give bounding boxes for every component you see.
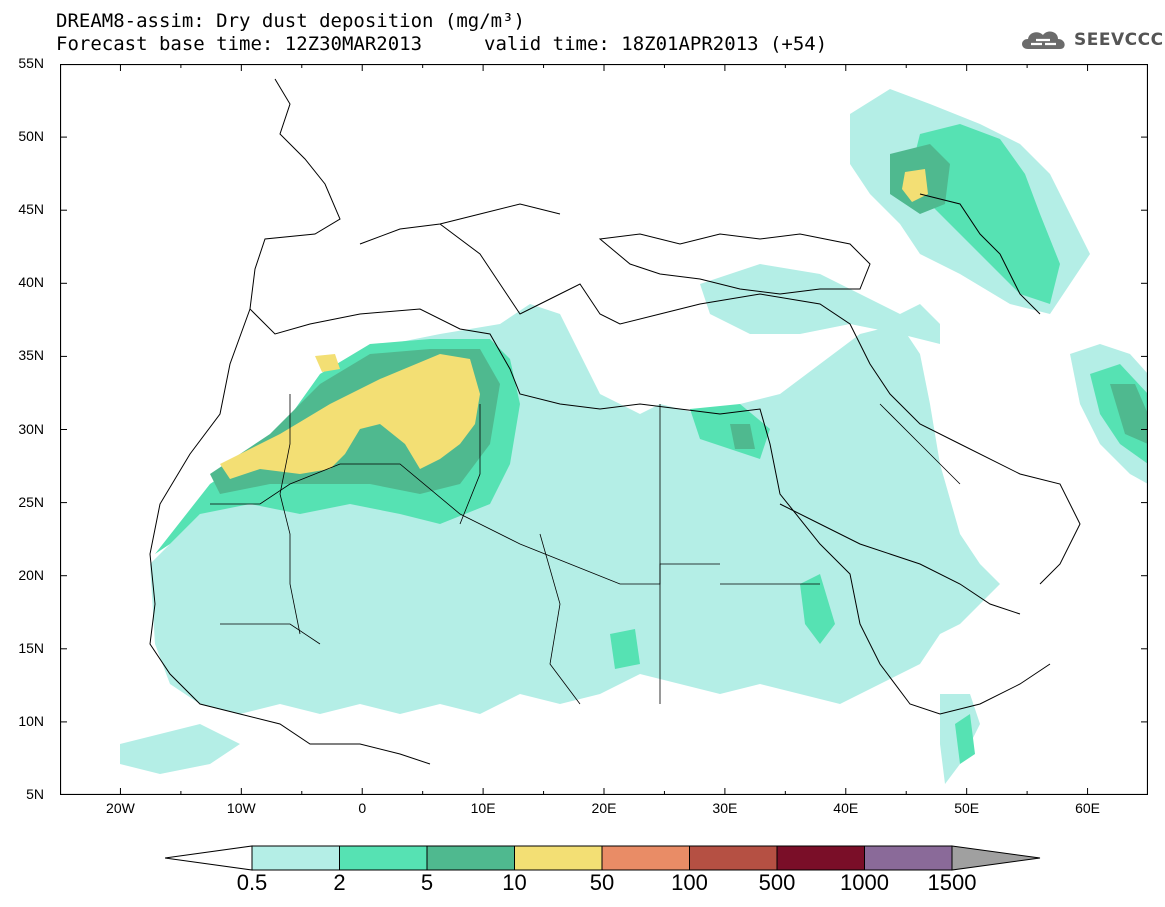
lon-label: 30E <box>712 800 738 816</box>
lat-label: 30N <box>18 420 44 437</box>
colorbar-box <box>776 845 865 871</box>
valid-time: valid time: 18Z01APR2013 (+54) <box>484 33 828 55</box>
map-title: DREAM8-assim: Dry dust deposition (mg/m³… <box>56 10 525 32</box>
colorbar-label: 10 <box>502 870 527 895</box>
lat-label: 5N <box>26 786 44 802</box>
colorbar-right-arrow <box>951 845 1041 871</box>
coastlines <box>149 78 1081 765</box>
colorbar <box>165 845 1041 871</box>
forecast-base-time: Forecast base time: 12Z30MAR2013 <box>56 33 423 55</box>
colorbar-left-arrow <box>165 845 253 871</box>
lon-label: 10W <box>226 800 256 816</box>
lat-label: 10N <box>18 712 44 729</box>
lat-label: 35N <box>18 347 44 364</box>
lat-label: 40N <box>18 274 44 291</box>
colorbar-label: 50 <box>589 870 615 895</box>
dust-deposition-map <box>60 64 1148 795</box>
colorbar-label: 0.5 <box>236 870 268 895</box>
lat-label: 20N <box>18 566 44 583</box>
cloud-icon <box>1022 31 1065 49</box>
lat-label: 15N <box>18 639 44 656</box>
colorbar-box <box>251 845 340 871</box>
colorbar-box <box>339 845 428 871</box>
colorbar-boxes <box>251 845 953 871</box>
lon-label: 0 <box>358 800 367 816</box>
lon-label: 10E <box>470 800 496 816</box>
colorbar-box <box>864 845 953 871</box>
lon-label: 20E <box>591 800 617 816</box>
lat-label: 50N <box>18 128 44 145</box>
colorbar-label: 1000 <box>840 870 889 895</box>
colorbar-box <box>426 845 515 871</box>
colorbar-label: 5 <box>420 870 434 895</box>
lat-label: 55N <box>18 55 44 71</box>
lat-label: 25N <box>18 493 44 510</box>
colorbar-label: 1500 <box>927 870 977 895</box>
logo-text: SEEVCCC <box>1074 30 1164 50</box>
seevccc-logo: SEEVCCC <box>1018 26 1164 54</box>
lon-label: 60E <box>1075 800 1100 816</box>
colorbar-label: 2 <box>333 870 346 895</box>
colorbar-box <box>514 845 603 871</box>
country-borders <box>210 394 961 705</box>
lon-label: 50E <box>954 800 980 816</box>
axis-ticks <box>60 64 1148 795</box>
lat-label: 45N <box>18 201 44 218</box>
lon-label: 20W <box>106 800 135 816</box>
contour-10 <box>220 169 928 479</box>
colorbar-box <box>601 845 690 871</box>
lon-label: 40E <box>833 800 859 816</box>
colorbar-label: 500 <box>758 870 796 895</box>
colorbar-label: 100 <box>671 870 708 895</box>
colorbar-box <box>689 845 778 871</box>
